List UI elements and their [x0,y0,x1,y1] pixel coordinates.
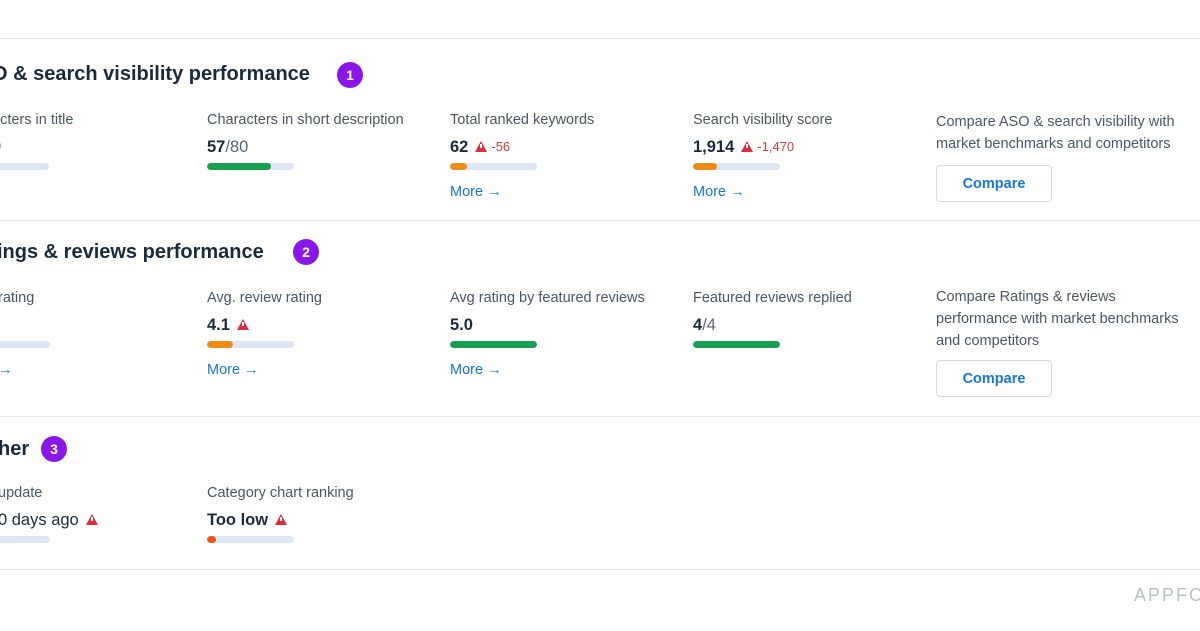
metric-ranked-keywords: Total ranked keywords 62 -56 More → [450,110,594,202]
warning-icon [475,140,488,152]
progress-fill [207,341,234,348]
other-section-title: her [0,438,30,460]
metric-value: 62 -56 [450,138,511,156]
section-divider-2 [0,416,1200,417]
ratings-compare-button[interactable]: Compare [936,360,1052,397]
more-link[interactable]: More → [207,362,259,378]
metric-label: update [0,485,43,501]
metric-value: Too low [207,509,354,531]
progress-bar [0,163,49,170]
warning-icon [236,318,249,330]
progress-fill [207,163,272,170]
brand-watermark: APPFO [1134,585,1200,605]
bottom-divider [0,569,1200,570]
warning-icon [85,513,98,525]
warning-icon [741,140,754,152]
metric-value: 4/4 [693,316,716,334]
metric-label: Featured reviews replied [693,290,852,306]
progress-fill [693,341,780,348]
more-link[interactable]: More → [693,184,745,200]
aso-compare-text: Compare ASO & search visibility with mar… [936,114,1175,152]
metric-delta: -56 [491,139,511,154]
ratings-section-badge: 2 [293,239,319,265]
progress-bar [693,163,780,170]
metric-avg-review-rating: Avg. review rating 4.1 More → [207,288,322,380]
metric-delta: -1,470 [757,139,795,154]
metric-label: Characters in short description [207,112,404,128]
metric-value: 57/80 [207,138,249,156]
progress-fill [450,341,537,348]
metric-label: Avg. review rating [207,290,322,306]
progress-bar [693,341,780,348]
warning-icon [275,513,288,525]
progress-bar [207,341,294,348]
other-section-badge: 3 [41,436,67,462]
metric-label: acters in title [0,112,74,128]
progress-fill [207,536,216,543]
metric-label: Search visibility score [693,112,833,128]
metric-visibility-score: Search visibility score 1,914 -1,470 Mor… [693,110,832,202]
metric-value: 1,914 -1,470 [693,138,795,156]
progress-bar [450,163,537,170]
metric-value: 5.0 [450,316,473,334]
metric-value: 0 [0,136,73,158]
ratings-compare-text: Compare Ratings & reviews performance wi… [936,289,1179,349]
metric-label: Avg rating by featured reviews [450,290,645,306]
metric-label: Total ranked keywords [450,112,595,128]
metric-featured-avg: Avg rating by featured reviews 5.0 More … [450,288,645,380]
metric-label: rating [0,290,35,306]
progress-bar [0,536,50,543]
progress-fill [450,163,468,170]
metric-featured-replied: Featured reviews replied 4/4 [693,288,852,348]
metric-rating: rating → [0,288,50,380]
more-link[interactable]: → [0,362,13,378]
progress-bar [207,536,294,543]
aso-section-badge: 1 [337,62,363,88]
metric-label: Category chart ranking [207,485,354,501]
aso-section-title: O & search visibility performance [0,63,310,85]
more-link[interactable]: More → [450,362,502,378]
ratings-section-title: ings & reviews performance [0,241,264,263]
progress-bar [0,341,50,348]
progress-bar [450,341,537,348]
metric-value: 0 days ago [0,509,98,531]
metric-value [0,314,50,336]
progress-fill [693,163,718,170]
metric-short-description: Characters in short description 57/80 [207,110,404,170]
top-divider [0,38,1200,39]
more-link[interactable]: More → [450,184,502,200]
aso-compare-button[interactable]: Compare [936,165,1052,202]
section-divider-1 [0,220,1200,221]
metric-title-chars: acters in title 0 [0,110,73,170]
metric-value: 4.1 [207,314,322,336]
progress-bar [207,163,294,170]
metric-last-update: update 0 days ago [0,483,98,543]
metric-category-ranking: Category chart ranking Too low [207,483,354,543]
